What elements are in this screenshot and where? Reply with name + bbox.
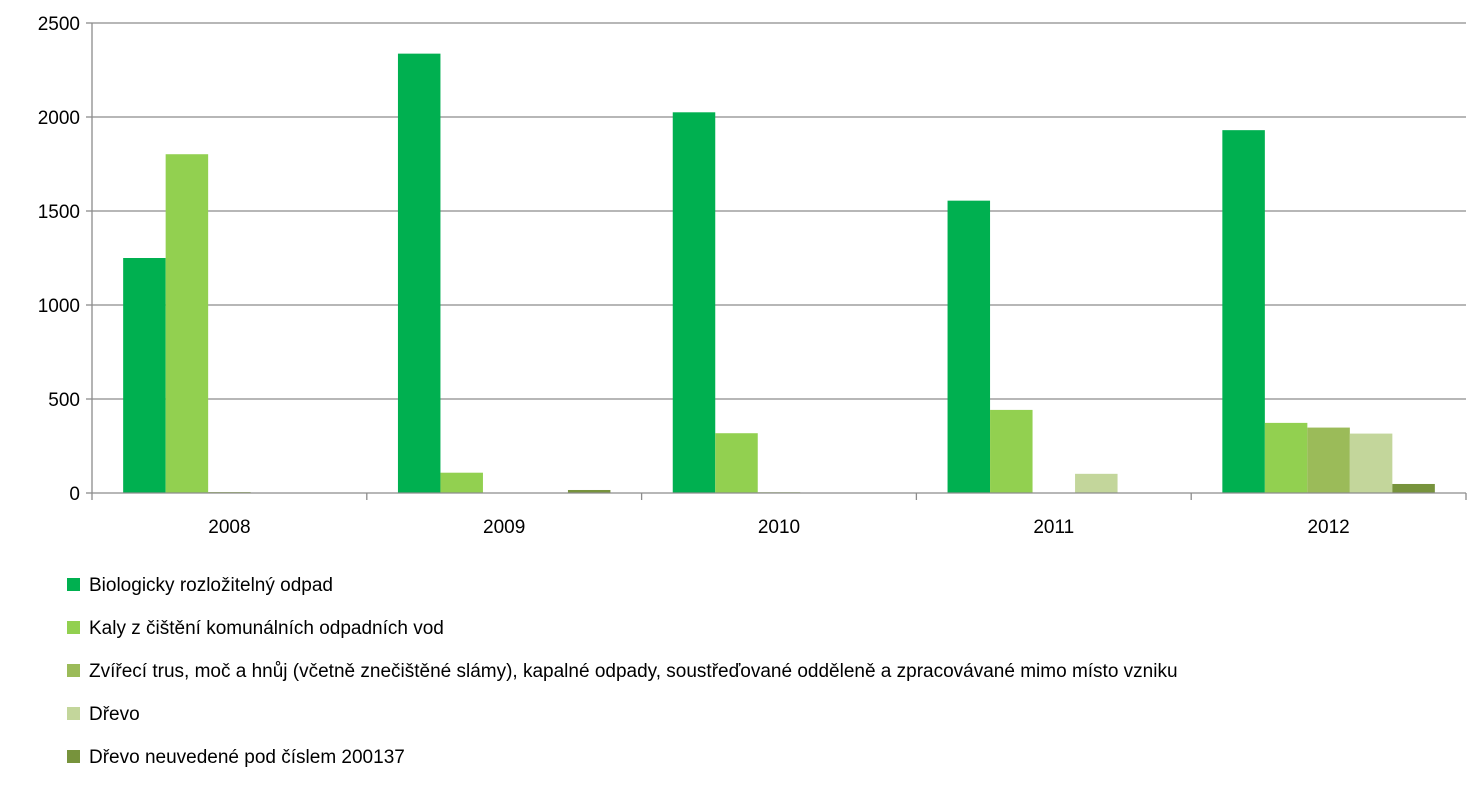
y-tick-label: 0	[69, 484, 80, 505]
legend-swatch	[67, 750, 80, 763]
y-tick-label: 1500	[38, 202, 80, 223]
bar	[397, 53, 441, 493]
legend-item: Biologicky rozložitelný odpad	[67, 575, 333, 596]
legend-item: Zvířecí trus, moč a hnůj (včetně znečišt…	[67, 661, 1178, 682]
bar	[123, 258, 166, 493]
legend-swatch	[67, 664, 80, 677]
legend-item: Kaly z čištění komunálních odpadních vod	[67, 618, 444, 639]
bar	[1264, 422, 1308, 493]
y-tick-label: 2000	[38, 108, 80, 129]
bars	[123, 53, 1435, 494]
bar	[715, 433, 758, 493]
legend-swatch	[67, 578, 80, 591]
legend: Biologicky rozložitelný odpad Kaly z čišt…	[67, 575, 1178, 768]
y-tick-label: 1000	[38, 296, 80, 317]
y-axis-ticks: 0 500 1000 1500 2000 2500	[38, 14, 80, 505]
legend-swatch	[67, 707, 80, 720]
bar	[440, 472, 483, 493]
legend-label: Biologicky rozložitelný odpad	[89, 575, 333, 596]
y-tick-label: 2500	[38, 14, 80, 35]
x-tick-label: 2010	[758, 517, 800, 538]
bar	[1075, 473, 1118, 493]
bar	[990, 409, 1033, 493]
bar	[1349, 433, 1393, 493]
bar	[165, 154, 209, 493]
legend-swatch	[67, 621, 80, 634]
legend-label: Dřevo	[89, 704, 140, 725]
legend-label: Dřevo neuvedené pod číslem 200137	[89, 747, 405, 768]
bar	[567, 489, 611, 493]
x-tick-label: 2011	[1033, 517, 1074, 538]
x-axis-ticks: 2008 2009 2010 2011 2012	[208, 517, 1349, 538]
x-tick-label: 2009	[483, 517, 525, 538]
legend-item: Dřevo	[67, 704, 140, 725]
x-tick-label: 2008	[208, 517, 250, 538]
bar	[1222, 130, 1265, 493]
y-tick-label: 500	[48, 390, 80, 411]
legend-item: Dřevo neuvedené pod číslem 200137	[67, 747, 405, 768]
legend-label: Zvířecí trus, moč a hnůj (včetně znečišt…	[89, 661, 1178, 682]
x-tick-label: 2012	[1307, 517, 1349, 538]
bar	[1392, 483, 1435, 493]
axes	[86, 22, 1467, 500]
bar	[1307, 427, 1350, 493]
bar	[672, 112, 716, 494]
legend-label: Kaly z čištění komunálních odpadních vod	[89, 618, 444, 639]
bar	[947, 200, 991, 493]
